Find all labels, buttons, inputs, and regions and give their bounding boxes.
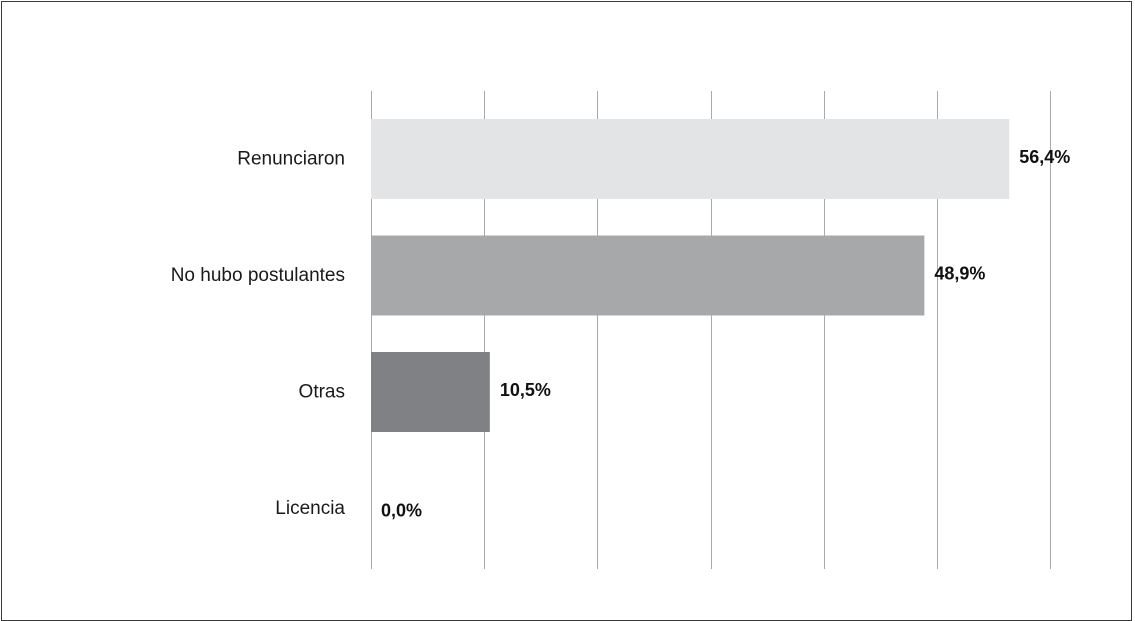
category-label: Renunciaron bbox=[237, 149, 345, 170]
value-label: 48,9% bbox=[934, 264, 985, 284]
category-label: Licencia bbox=[275, 498, 345, 519]
category-label: Otras bbox=[299, 382, 345, 403]
bar-chart: Renunciaron No hubo postulantes Otras Licen… bbox=[171, 91, 1070, 569]
bars bbox=[371, 119, 1010, 432]
category-labels: Renunciaron No hubo postulantes Otras Licen… bbox=[171, 149, 346, 520]
bar bbox=[371, 235, 925, 316]
bar bbox=[371, 352, 490, 432]
category-label: No hubo postulantes bbox=[171, 265, 345, 286]
value-label: 56,4% bbox=[1019, 147, 1070, 167]
bar bbox=[371, 119, 1010, 199]
value-labels: 56,4% 48,9% 10,5% 0,0% bbox=[381, 147, 1070, 521]
value-label: 10,5% bbox=[500, 380, 551, 400]
value-label: 0,0% bbox=[381, 501, 422, 521]
